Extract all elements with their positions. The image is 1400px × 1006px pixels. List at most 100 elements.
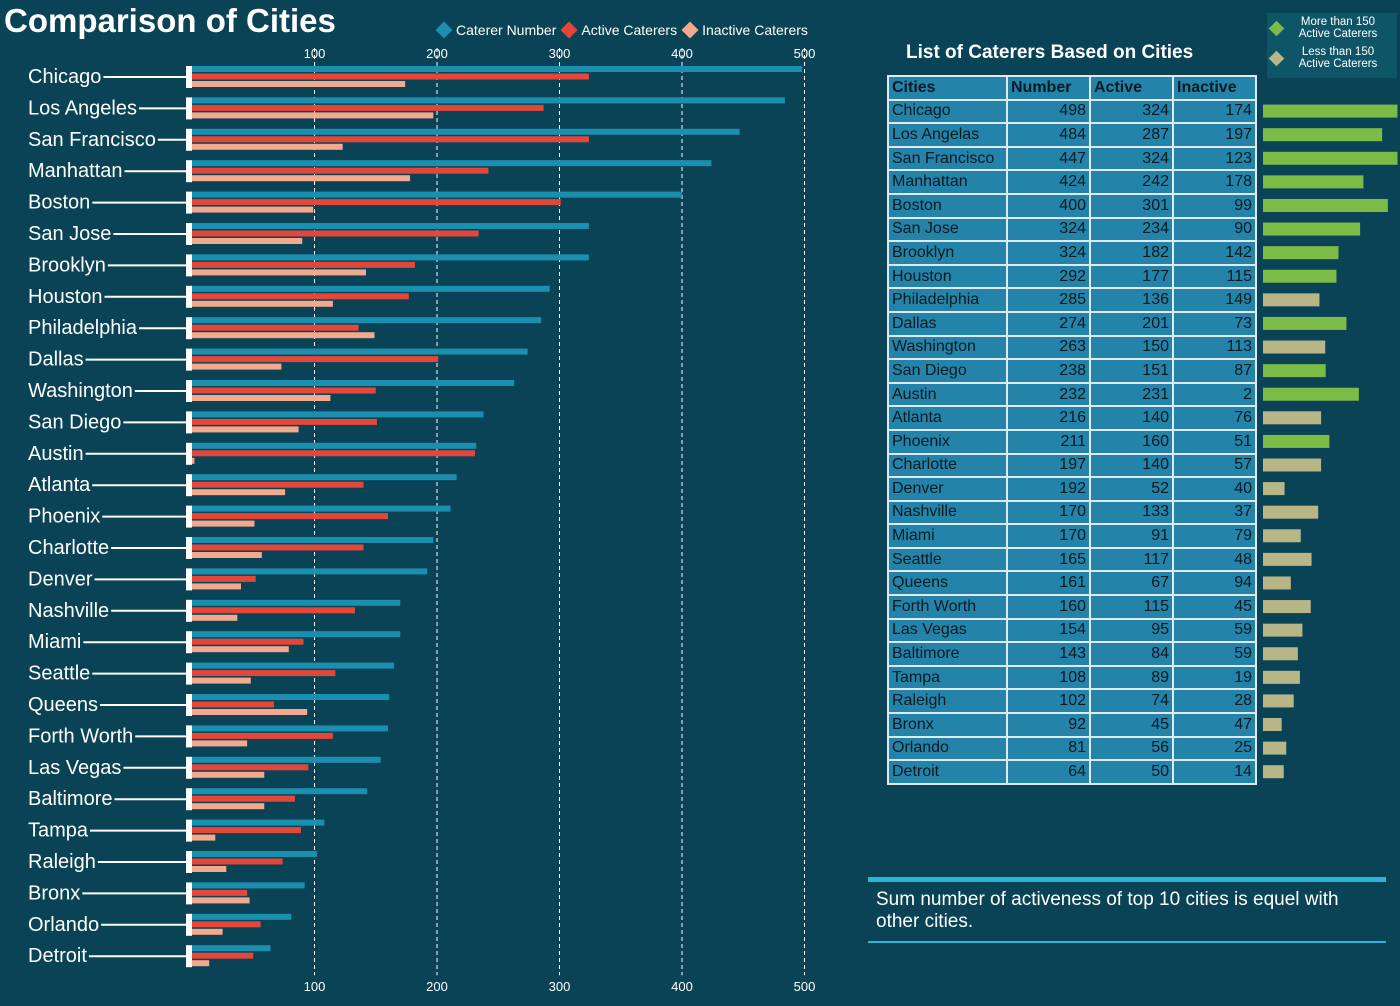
bar-active [192, 889, 248, 896]
table-cell-number: 263 [1006, 334, 1091, 361]
activity-bar-more [1263, 269, 1337, 283]
table-cell-number: 232 [1006, 381, 1091, 408]
axis-tick [186, 254, 192, 277]
bar-inactive [192, 395, 331, 401]
table-cell-inactive: 51 [1172, 428, 1257, 455]
activity-bar-more [1263, 104, 1398, 118]
activity-bar-more [1263, 128, 1383, 142]
table-cell-number: 170 [1006, 499, 1091, 526]
activity-bar-less [1263, 411, 1322, 425]
bar-number [192, 694, 390, 700]
table-cell-active: 287 [1089, 122, 1174, 148]
legend-diamond-inactive [681, 21, 699, 39]
table-cell-city: Denver [887, 476, 1008, 502]
axis-tick [186, 913, 192, 936]
bar-active [192, 858, 283, 865]
bar-number [192, 568, 428, 575]
legend-label-number: Caterer Number [456, 22, 557, 38]
bar-number [192, 662, 395, 669]
bar-row: Manhattan [28, 160, 712, 183]
bar-number [192, 819, 325, 826]
bar-row: Seattle [28, 662, 395, 685]
bar-active [192, 638, 304, 645]
bar-number [192, 128, 740, 135]
table-cell-inactive: 25 [1172, 735, 1257, 762]
legend-label-active: Active Caterers [581, 22, 678, 38]
table-cell-city: Chicago [887, 98, 1008, 125]
bar-inactive [192, 771, 265, 778]
bar-active [192, 481, 364, 488]
table-cell-active: 234 [1089, 216, 1174, 243]
activity-bar-less [1263, 552, 1312, 566]
table-cell-active: 74 [1089, 688, 1174, 715]
category-label: Raleigh [28, 851, 96, 873]
category-label: Bronx [28, 882, 80, 904]
bar-active [192, 795, 295, 802]
activity-bar-less [1263, 505, 1319, 519]
table-cell-city: Brooklyn [887, 240, 1008, 266]
bar-number [192, 348, 528, 355]
bar-number [192, 788, 368, 795]
table-row: San Jose 324 234 90 [887, 216, 1257, 243]
bar-active [192, 544, 364, 551]
table-cell-number: 81 [1006, 735, 1091, 762]
table-cell-inactive: 37 [1172, 499, 1257, 526]
table-cell-inactive: 14 [1172, 759, 1257, 785]
table-row: Seattle 165 117 48 [887, 546, 1257, 573]
category-label: Tampa [28, 820, 89, 842]
table-row: Dallas 274 201 73 [887, 310, 1257, 337]
bar-active [192, 575, 256, 582]
table-cell-city: Houston [887, 263, 1008, 290]
bar-row: Baltimore [28, 788, 368, 811]
activity-bar-more [1263, 151, 1398, 165]
bar-number [192, 442, 477, 449]
table-cell-active: 91 [1089, 523, 1174, 549]
bar-number [192, 223, 589, 229]
table-cell-active: 133 [1089, 499, 1174, 526]
axis-tick [186, 411, 192, 434]
table-cell-active: 50 [1089, 759, 1174, 785]
bar-number [192, 411, 484, 418]
bar-active [192, 324, 359, 331]
table-cell-city: Las Vegas [887, 617, 1008, 644]
category-label: Denver [28, 568, 93, 590]
bar-inactive [192, 677, 251, 684]
bar-number [192, 505, 451, 512]
bar-inactive [192, 928, 223, 935]
table-row: Nashville 170 133 37 [887, 499, 1257, 526]
table-cell-active: 150 [1089, 334, 1174, 361]
axis-tick [186, 348, 192, 371]
category-label: Las Vegas [28, 757, 121, 779]
bar-row: Miami [28, 631, 401, 654]
axis-tick [186, 128, 192, 151]
bar-inactive [192, 426, 299, 433]
bar-number [192, 599, 401, 606]
table-cell-number: 447 [1006, 145, 1091, 172]
bar-active [192, 387, 376, 394]
table-cell-number: 285 [1006, 287, 1091, 313]
x-tick-bottom-400: 400 [671, 979, 693, 994]
table-row: Philadelphia 285 136 149 [887, 287, 1257, 313]
bar-inactive [192, 206, 314, 213]
table-cell-active: 301 [1089, 192, 1174, 219]
table-cell-number: 154 [1006, 617, 1091, 644]
bar-number [192, 945, 271, 952]
axis-tick [186, 851, 192, 873]
table-cell-active: 160 [1089, 428, 1174, 455]
table-cell-inactive: 178 [1172, 169, 1257, 195]
activity-bar-more [1263, 387, 1359, 401]
table-cell-city: Tampa [887, 664, 1008, 691]
table-cell-city: Bronx [887, 712, 1008, 738]
x-tick-top-400: 400 [671, 46, 693, 61]
x-tick-top-200: 200 [426, 46, 448, 61]
table-cell-inactive: 197 [1172, 122, 1257, 148]
bar-active [192, 293, 409, 300]
bar-active [192, 827, 302, 834]
table-cell-inactive: 90 [1172, 216, 1257, 243]
bar-inactive [192, 269, 366, 276]
bar-row: Detroit [28, 945, 271, 968]
table-row: Queens 161 67 94 [887, 570, 1257, 597]
bar-active [192, 670, 336, 677]
axis-tick [186, 160, 192, 183]
category-label: Forth Worth [28, 725, 133, 747]
